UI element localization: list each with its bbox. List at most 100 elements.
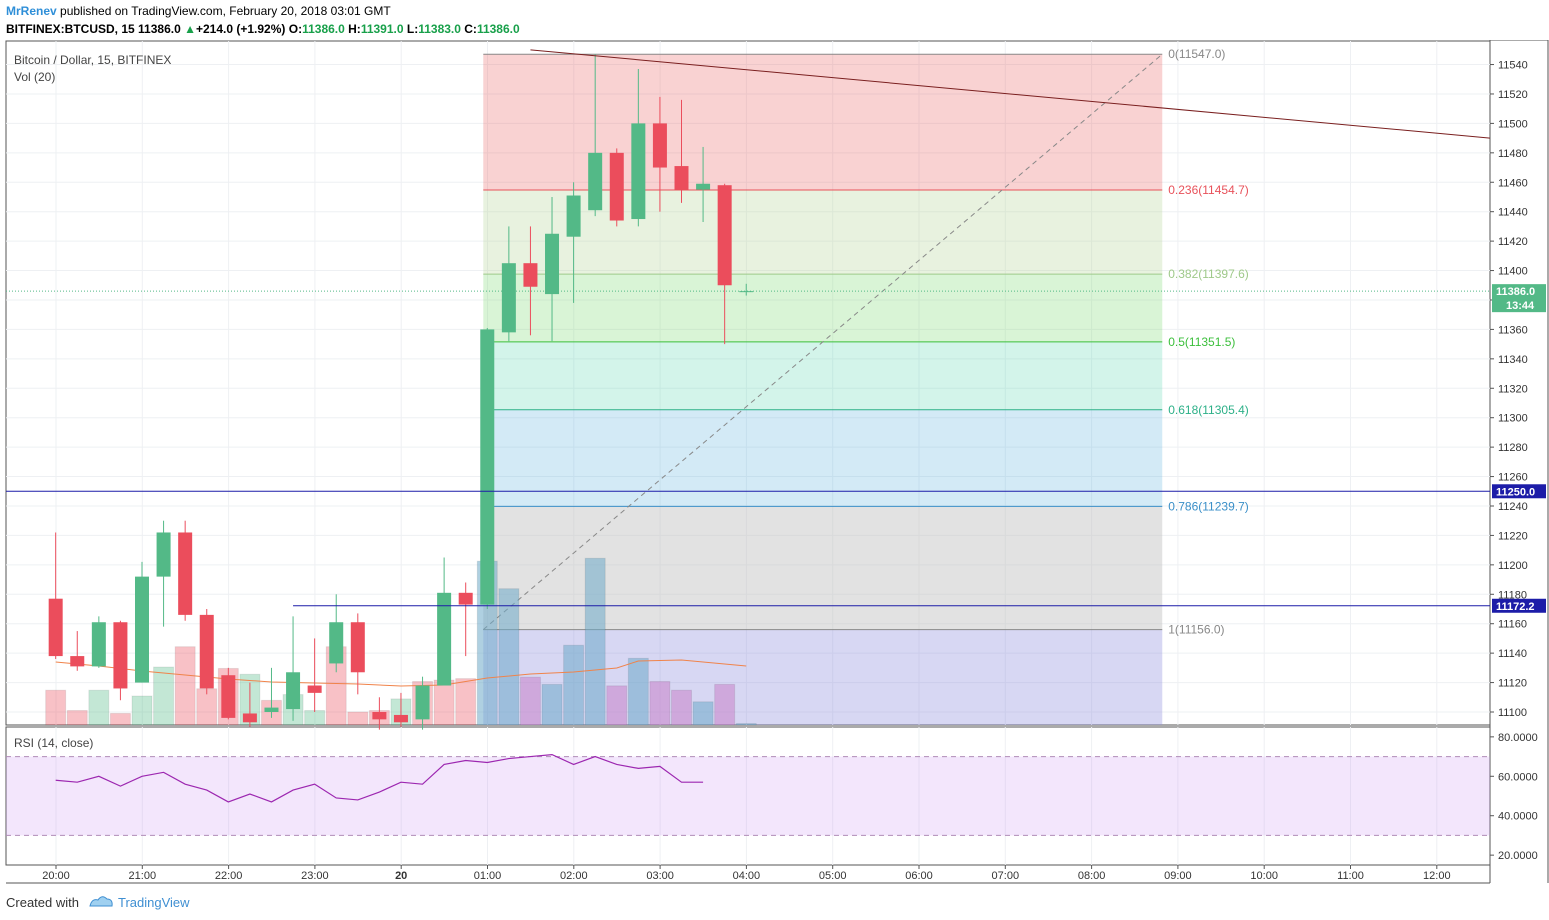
- candle-body[interactable]: [48, 598, 63, 657]
- candle-body[interactable]: [199, 614, 214, 689]
- last-price-label: 11386.0: [1496, 286, 1535, 298]
- candle-body[interactable]: [458, 592, 473, 605]
- y-tick-label: 11200: [1498, 560, 1528, 572]
- rsi-line: [55, 753, 704, 803]
- x-tick-label: 22:00: [215, 870, 243, 882]
- price-chart[interactable]: 20:00 21:00 22:00 23:00 20 01:00 02:00 03:00 04:…: [0, 40, 1549, 888]
- tradingview-brand[interactable]: TradingView: [118, 895, 190, 910]
- candle-body[interactable]: [135, 576, 149, 683]
- y-tick-label: 11420: [1498, 236, 1528, 248]
- volume-bar: [584, 557, 606, 726]
- high-value: 11391.0: [360, 22, 404, 36]
- candle-body[interactable]: [480, 329, 495, 605]
- candle-body[interactable]: [178, 532, 193, 615]
- x-tick-label: 21:00: [129, 870, 157, 882]
- candle-body[interactable]: [588, 152, 603, 211]
- y-tick-label: 11460: [1498, 177, 1528, 189]
- tradingview-logo-icon[interactable]: [88, 894, 114, 913]
- volume-bar: [649, 681, 671, 726]
- candle-body[interactable]: [307, 685, 322, 693]
- candle-body[interactable]: [415, 685, 430, 720]
- candle-body[interactable]: [674, 166, 689, 190]
- candle-body[interactable]: [545, 233, 560, 295]
- main-pane[interactable]: [5, 40, 1491, 726]
- publish-info: published on TradingView.com, February 2…: [60, 4, 391, 18]
- x-tick-label: 04:00: [733, 870, 761, 882]
- fib-level-label: 0.786(11239.7): [1168, 499, 1249, 513]
- y-tick-label: 11280: [1498, 442, 1528, 454]
- candle-body[interactable]: [652, 123, 667, 168]
- volume-bar: [541, 683, 563, 726]
- last-price-tag: [1492, 284, 1546, 313]
- volume-bar: [109, 712, 131, 726]
- candle-body[interactable]: [717, 185, 732, 286]
- candle-body[interactable]: [113, 622, 128, 689]
- y-tick-label: 11300: [1498, 413, 1528, 425]
- fib-level-label: 0.5(11351.5): [1168, 335, 1235, 349]
- fib-zone: [483, 341, 1163, 410]
- candle-body[interactable]: [437, 592, 452, 686]
- candle-body[interactable]: [91, 622, 106, 667]
- volume-bar: [519, 676, 541, 726]
- close-label: C:: [464, 22, 477, 36]
- candle-body[interactable]: [393, 714, 408, 723]
- x-tick-label: 06:00: [905, 870, 933, 882]
- x-tick-label: 12:00: [1423, 870, 1451, 882]
- rsi-pane[interactable]: [5, 726, 1491, 866]
- x-tick-label: 11:00: [1337, 870, 1364, 882]
- y-tick-label: 11120: [1498, 678, 1527, 690]
- candle-body[interactable]: [156, 532, 171, 577]
- candle-body[interactable]: [696, 183, 711, 190]
- trend-line[interactable]: [530, 49, 1491, 139]
- candle-body[interactable]: [372, 712, 387, 720]
- candle-body[interactable]: [631, 123, 646, 220]
- candle-body[interactable]: [264, 707, 279, 712]
- candle-body[interactable]: [70, 656, 85, 667]
- volume-bar: [563, 644, 585, 726]
- price-change: +214.0 (+1.92%): [195, 22, 286, 36]
- open-label: O:: [288, 22, 303, 36]
- open-value: 11386.0: [302, 22, 345, 36]
- candle-body[interactable]: [609, 152, 624, 221]
- x-tick-label: 02:00: [560, 870, 588, 882]
- rsi-legend: RSI (14, close): [14, 736, 93, 750]
- candle-body[interactable]: [501, 263, 516, 333]
- x-tick-label: 20: [395, 870, 407, 882]
- volume-bar: [131, 695, 153, 726]
- volume-bar: [671, 689, 692, 726]
- candle-body[interactable]: [739, 291, 754, 293]
- candle-body[interactable]: [329, 622, 344, 664]
- y-tick-label: 11180: [1498, 589, 1527, 601]
- fib-trend-dashed-line[interactable]: [482, 53, 1163, 630]
- volume-bar: [174, 646, 196, 726]
- up-triangle-icon: ▲: [184, 22, 196, 36]
- author-link[interactable]: MrRenev: [6, 4, 57, 18]
- y-tick-label: 11220: [1498, 530, 1528, 542]
- volume-bar: [433, 679, 455, 726]
- x-tick-label: 20:00: [42, 870, 70, 882]
- volume-bar: [606, 685, 628, 726]
- candle-body[interactable]: [350, 622, 365, 673]
- low-value: 11383.0: [418, 22, 461, 36]
- rsi-y-tick-label: 40.0000: [1498, 811, 1538, 823]
- y-tick-label: 11480: [1498, 148, 1528, 160]
- fib-level-label: 0.618(11305.4): [1168, 403, 1249, 417]
- created-with-text: Created with: [6, 895, 79, 910]
- candle-body[interactable]: [286, 672, 301, 710]
- candle-body[interactable]: [242, 713, 257, 723]
- candle-body[interactable]: [566, 195, 581, 237]
- horizontal-line-price-label: 11172.2: [1496, 601, 1535, 613]
- x-tick-label: 23:00: [301, 870, 329, 882]
- x-tick-label: 10:00: [1250, 870, 1278, 882]
- candle-body[interactable]: [221, 675, 236, 718]
- candle-body[interactable]: [523, 263, 538, 287]
- y-tick-label: 11100: [1498, 707, 1527, 719]
- x-tick-label: 05:00: [819, 870, 847, 882]
- last-price: 11386.0: [138, 22, 181, 36]
- volume-bar: [692, 701, 714, 726]
- y-tick-label: 11160: [1498, 619, 1527, 631]
- footer-bar: Created with TradingView: [0, 888, 1549, 920]
- x-tick-label: 01:00: [474, 870, 502, 882]
- horizontal-line-price-tag: [1492, 598, 1546, 613]
- rsi-y-tick-label: 80.0000: [1498, 732, 1538, 744]
